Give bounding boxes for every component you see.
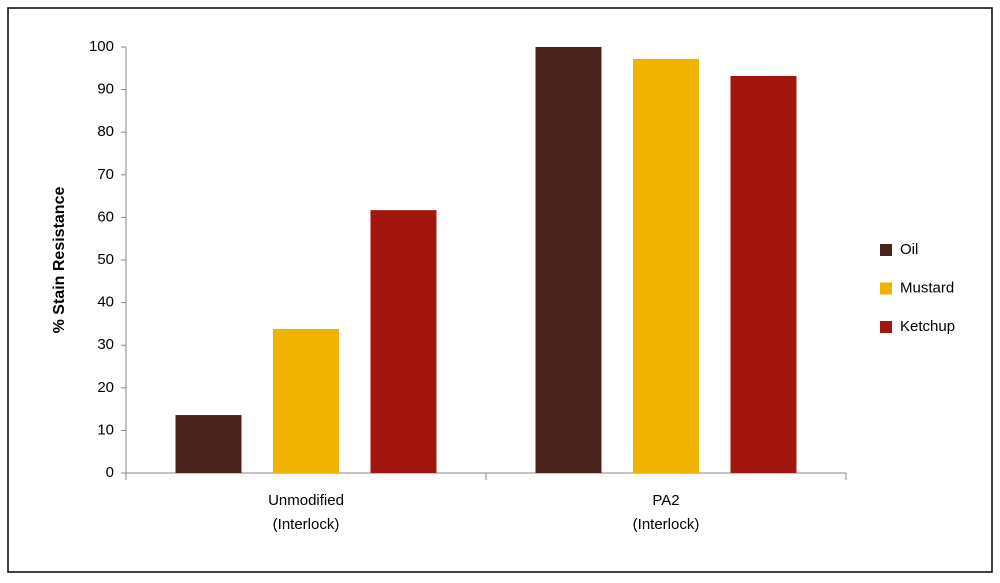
- y-tick-label: 0: [106, 464, 114, 481]
- legend-swatch: [880, 282, 892, 295]
- legend-swatch: [880, 321, 892, 333]
- bar: [730, 75, 797, 473]
- bar: [175, 415, 242, 473]
- legend-label: Ketchup: [900, 318, 955, 335]
- y-tick-label: 40: [97, 294, 114, 311]
- y-tick-label: 70: [97, 166, 114, 183]
- y-tick-label: 20: [97, 379, 114, 396]
- y-tick-label: 80: [97, 123, 114, 140]
- y-tick-label: 30: [97, 336, 114, 353]
- bar: [535, 47, 602, 473]
- bar: [273, 329, 339, 473]
- legend-label: Mustard: [900, 279, 954, 296]
- legend-label: Oil: [900, 241, 918, 258]
- bar: [370, 210, 437, 473]
- x-tick-label: PA2 (Interlock): [633, 492, 700, 533]
- chart-frame: [7, 7, 993, 573]
- legend-swatch: [880, 244, 892, 256]
- y-tick-label: 50: [97, 251, 114, 268]
- bar: [633, 58, 699, 473]
- y-tick-label: 60: [97, 208, 114, 225]
- y-tick-label: 10: [97, 421, 114, 438]
- x-tick-label: Unmodified (Interlock): [268, 492, 344, 533]
- y-axis-label: % Stain Resistance: [51, 187, 68, 334]
- y-tick-label: 90: [97, 81, 114, 98]
- y-tick-label: 100: [89, 38, 114, 55]
